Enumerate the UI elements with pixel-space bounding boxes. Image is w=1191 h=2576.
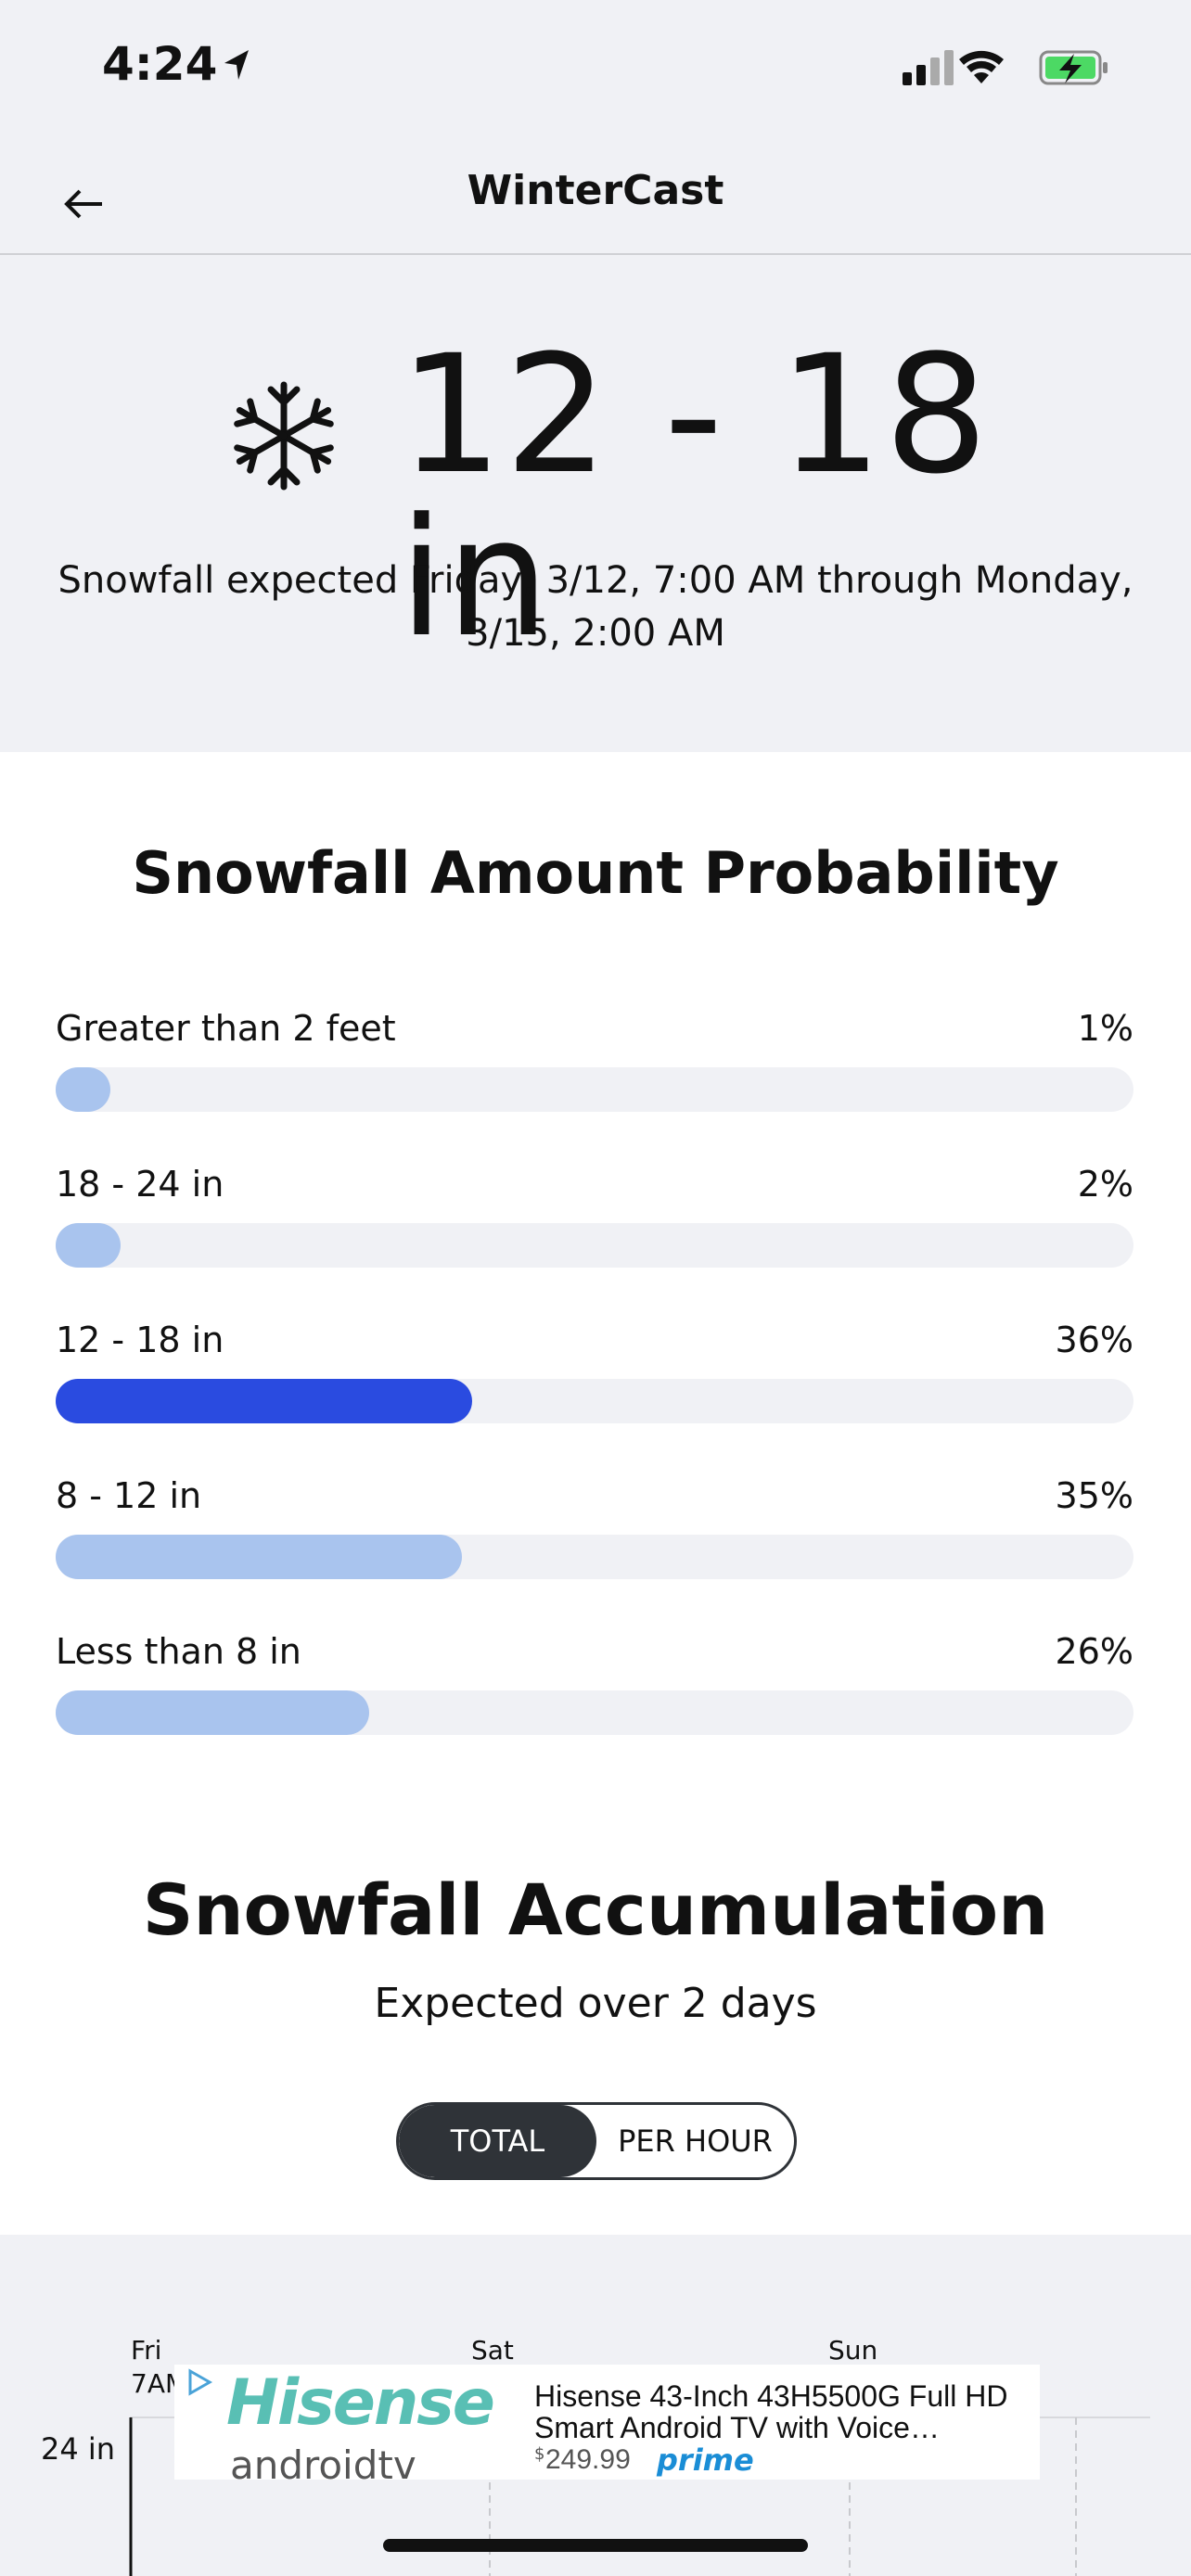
section-title: Snowfall Accumulation <box>142 1868 1049 1951</box>
probability-track <box>56 1379 1133 1423</box>
page-title: WinterCast <box>467 167 724 214</box>
status-icons <box>903 50 1108 85</box>
ad-price: 249.99 <box>545 2444 631 2475</box>
ad-choice-icon[interactable] <box>186 2368 213 2396</box>
day-label: Fri <box>131 2335 162 2366</box>
probability-track <box>56 1223 1133 1268</box>
toggle-total[interactable]: TOTAL <box>399 2105 596 2177</box>
y-label: 24 in <box>41 2431 116 2467</box>
ad-badge: prime <box>657 2442 754 2478</box>
probability-track <box>56 1535 1133 1579</box>
status-time: 4:24 <box>102 37 218 91</box>
advertisement[interactable]: Hisense androidtv Hisense 43-Inch 43H550… <box>174 2365 1040 2480</box>
probability-percent: 36% <box>1055 1320 1133 1360</box>
snowfall-amount: 12 - 18 in <box>399 320 991 673</box>
probability-percent: 2% <box>1077 1164 1133 1205</box>
ad-brand: Hisense <box>226 2366 495 2440</box>
home-indicator <box>383 2539 808 2552</box>
toggle: TOTAL PER HOUR <box>396 2102 797 2180</box>
probability-percent: 26% <box>1055 1631 1133 1672</box>
ad-line: Smart Android TV with Voice… <box>534 2411 940 2444</box>
divider <box>0 253 1191 255</box>
day-label: Sat <box>471 2335 514 2366</box>
probability-track <box>56 1067 1133 1112</box>
probability-track <box>56 1690 1133 1735</box>
toggle-per-hour[interactable]: PER HOUR <box>618 2123 773 2159</box>
hero-background <box>0 0 1191 752</box>
location-icon <box>224 50 249 80</box>
section-subtitle: Expected over 2 days <box>374 1980 817 2027</box>
probability-bar <box>56 1223 122 1268</box>
probability-percent: 35% <box>1055 1475 1133 1516</box>
ad-platform: androidtv <box>230 2442 416 2480</box>
ad-currency: $ <box>534 2444 545 2464</box>
probability-label: Greater than 2 feet <box>56 1008 396 1049</box>
probability-bar <box>56 1690 369 1735</box>
probability-bar <box>56 1067 111 1112</box>
ad-line: Hisense 43-Inch 43H5500G Full HD <box>534 2379 1008 2413</box>
probability-label: 8 - 12 in <box>56 1475 202 1516</box>
probability-label: 12 - 18 in <box>56 1320 224 1360</box>
back-button[interactable] <box>61 185 106 223</box>
probability-label: 18 - 24 in <box>56 1164 224 1205</box>
snowfall-description: Snowfall expected Friday, 3/12, 7:00 AM … <box>58 559 1133 655</box>
probability-percent: 1% <box>1077 1008 1133 1049</box>
probability-bar <box>56 1379 473 1423</box>
snowflake-icon <box>228 381 339 491</box>
section-title: Snowfall Amount Probability <box>132 839 1059 907</box>
probability-bar <box>56 1535 462 1579</box>
day-label: Sun <box>828 2335 878 2366</box>
probability-label: Less than 8 in <box>56 1631 301 1672</box>
